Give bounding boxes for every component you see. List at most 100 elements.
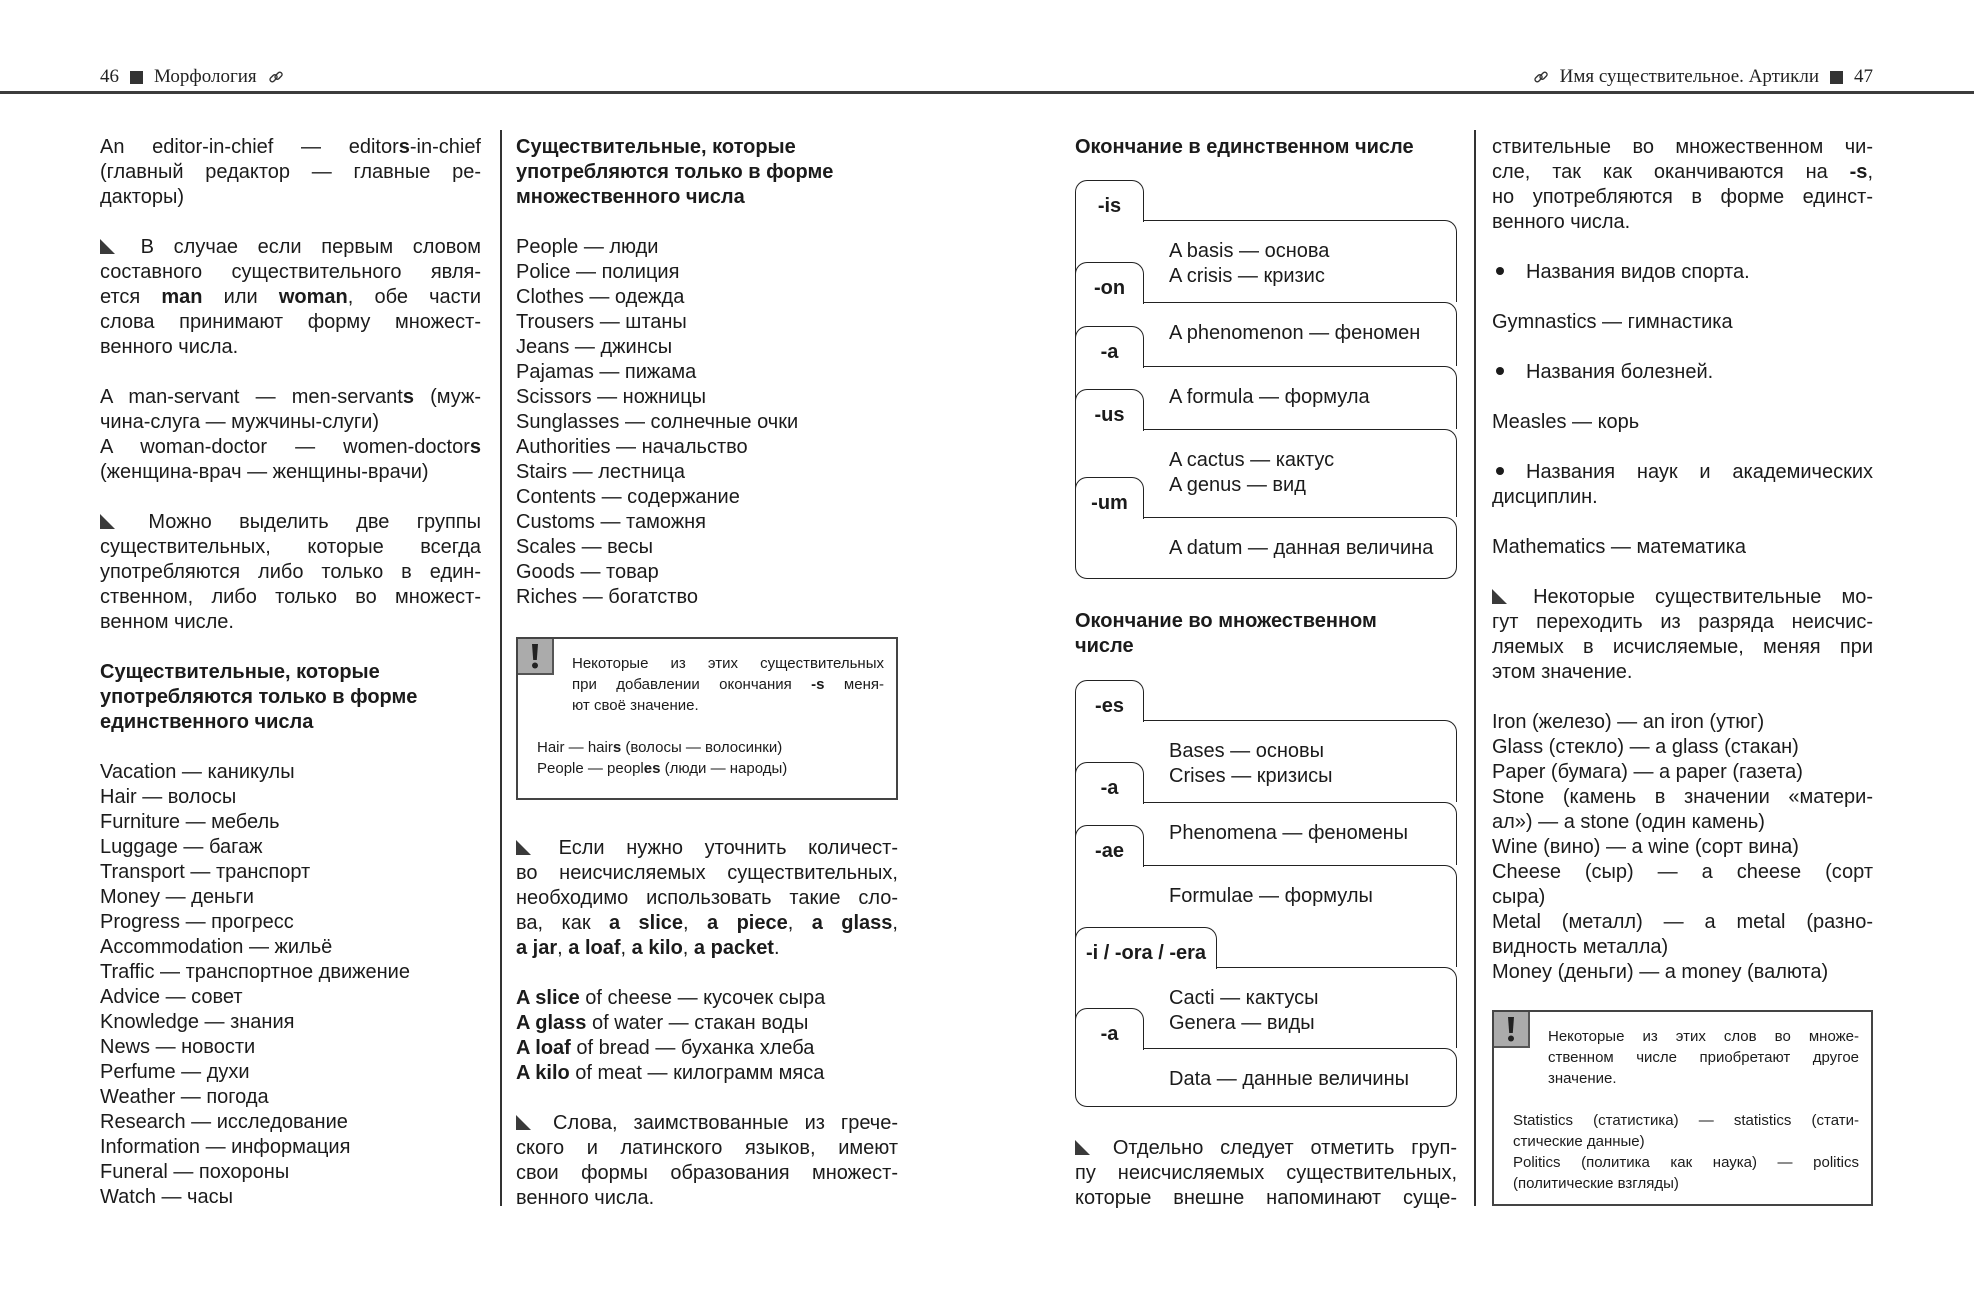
bold-term: -s (1849, 161, 1868, 183)
text-line: ляемых в исчисляемые, меняя при (1492, 635, 1873, 660)
text-line: Слова, заимствованные из грече- (516, 1111, 898, 1136)
blank-line (516, 961, 898, 986)
text-run: дисциплин. (1492, 486, 1598, 508)
list-item: People — peoples (люди — народы) (537, 758, 884, 779)
column-4: ствительные во множественном чи-сле, так… (1492, 135, 1873, 985)
bold-term: woman (278, 286, 348, 308)
text-line: при добавлении окончания -s меня- (572, 674, 884, 695)
text-run: . (773, 937, 780, 959)
text-run: Accommodation — жильё (100, 936, 333, 958)
list-item: Accommodation — жильё (100, 935, 481, 960)
text-run: которые внешне напоминают суще- (1075, 1187, 1457, 1209)
bold-term: a glass (811, 912, 893, 934)
bold-term: a slice (609, 912, 684, 934)
text-line: (главный редактор — главные ре- (100, 160, 481, 185)
text-line: сле, так как оканчиваются на -s, (1492, 160, 1873, 185)
text-run: A genus — вид (1169, 474, 1306, 496)
text-run: Metal (металл) — a metal (разно- (1492, 911, 1873, 933)
ending-tab: -a (1075, 326, 1144, 368)
text-run: A datum — данная величина (1169, 537, 1434, 559)
text-run: of meat — килограмм мяса (569, 1062, 825, 1084)
list-item: Furniture — мебель (100, 810, 481, 835)
square-icon (130, 70, 143, 84)
bold-term: a kilo (631, 937, 683, 959)
text-run: Отдельно следует отметить груп- (1112, 1137, 1457, 1159)
list-item: A man-servant — men-servants (муж-чина-с… (100, 385, 481, 435)
text-line: В случае если первым словом (100, 235, 481, 260)
text-run: Существительные, которые (100, 661, 380, 683)
text-run: Luggage — багаж (100, 836, 263, 858)
list-item: Cheese (сыр) — a cheese (сорт сыра) (1492, 860, 1873, 910)
text-run: Cacti — кактусы (1169, 987, 1319, 1009)
ending-row: Cacti — кактусы Genera — виды (1075, 967, 1457, 1048)
text-line: People — peoples (люди — народы) (537, 758, 884, 779)
ending-row: Data — данные величины (1075, 1048, 1457, 1107)
text-run: употребляются либо только в един- (100, 561, 481, 583)
text-run: A woman-doctor — women-doctor (100, 436, 470, 458)
list-item: Scissors — ножницы (516, 385, 898, 410)
text-run: Data — данные величины (1169, 1068, 1410, 1090)
list-item: Trousers — штаны (516, 310, 898, 335)
text-run: ляемых в исчисляемые, меняя при (1492, 636, 1873, 658)
text-line: Genera — виды (1169, 1011, 1456, 1036)
text-run: Некоторые из этих существительных (572, 655, 884, 672)
text-line: ется man или woman, обе части (100, 285, 481, 310)
paragraph: Отдельно следует отметить груп-пу неисчи… (1075, 1136, 1457, 1211)
text-run: но употребляются в форме единст- (1492, 186, 1873, 208)
list-item: Stairs — лестница (516, 460, 898, 485)
text-run: дакторы) (100, 186, 184, 208)
text-run: Glass (стекло) — a glass (стакан) (1492, 736, 1799, 758)
list-item: Jeans — джинсы (516, 335, 898, 360)
bullet-icon (1496, 467, 1504, 475)
text-run: -in-chief (409, 136, 481, 158)
text-run: Information — информация (100, 1136, 351, 1158)
note-box: Некоторые из этих слов во множе-ственном… (1492, 1010, 1873, 1206)
list-item: A glass of water — стакан воды (516, 1011, 898, 1036)
text-run: меня- (824, 676, 884, 693)
text-run: ственном числе приобретают другое (1548, 1049, 1859, 1066)
list-item: Knowledge — знания (100, 1010, 481, 1035)
text-line: множественного числа (516, 185, 898, 210)
text-line: ал») — a stone (один камень) (1492, 810, 1873, 835)
list-item: Advice — совет (100, 985, 481, 1010)
text-run: , (787, 912, 812, 934)
text-run: Traffic — транспортное движение (100, 961, 410, 983)
list-item: Pajamas — пижама (516, 360, 898, 385)
list-item: Metal (металл) — a metal (разно-видность… (1492, 910, 1873, 960)
text-run: гут переходить из разряда неисчис- (1492, 611, 1873, 633)
text-run: , (682, 937, 694, 959)
bullet-item: Названия болезней. (1492, 360, 1873, 385)
list-item: Customs — таможня (516, 510, 898, 535)
text-line: A cactus — кактус (1169, 448, 1456, 473)
text-run: Hair — волосы (100, 786, 237, 808)
text-line: составного существительного явля- (100, 260, 481, 285)
ending-tab: -ae (1075, 825, 1144, 867)
text-line: Hair — hairs (волосы — волосинки) (537, 737, 884, 758)
ending-row: Formulae — формулы (1075, 865, 1457, 967)
section-heading: Окончание во множественном числе (1075, 609, 1457, 659)
text-run: Некоторые существительные мо- (1533, 586, 1873, 608)
text-line: во неисчисляемых существительных, (516, 861, 898, 886)
text-line: a jar, a loaf, a kilo, a packet. (516, 936, 898, 961)
text-run: составного существительного явля- (100, 261, 481, 283)
bullet-item: Названия видов спорта. (1492, 260, 1873, 285)
ending-label: -a (1100, 341, 1119, 363)
text-line: A crisis — кризис (1169, 264, 1456, 289)
text-line: пу неисчисляемых существительных, (1075, 1161, 1457, 1186)
text-run: A basis — основа (1169, 240, 1330, 262)
blank-line (1492, 435, 1873, 460)
text-run: венном числе. (100, 611, 234, 633)
list-item: Mathematics — математика (1492, 535, 1873, 560)
paragraph: Слова, заимствованные из грече-ского и л… (516, 1111, 898, 1211)
ending-row: A basis — основа A crisis — кризис (1075, 220, 1457, 302)
text-line: необходимо использовать такие сло- (516, 886, 898, 911)
blank-line (516, 210, 898, 235)
text-run: ал») — a stone (один камень) (1492, 811, 1765, 833)
column-1: An editor-in-chief — editors-in-chief (гл… (100, 135, 481, 1210)
text-run: Statistics (статистика) — statistics (ст… (1513, 1112, 1859, 1129)
list-item: People — люди (516, 235, 898, 260)
bold-term: A slice (516, 987, 580, 1009)
note-text: Некоторые из этих слов во множе-ственном… (1513, 1026, 1859, 1089)
text-line: Wine (вино) — a wine (сорт вина) (1492, 835, 1873, 860)
list-item: Gymnastics — гимнастика (1492, 310, 1873, 335)
